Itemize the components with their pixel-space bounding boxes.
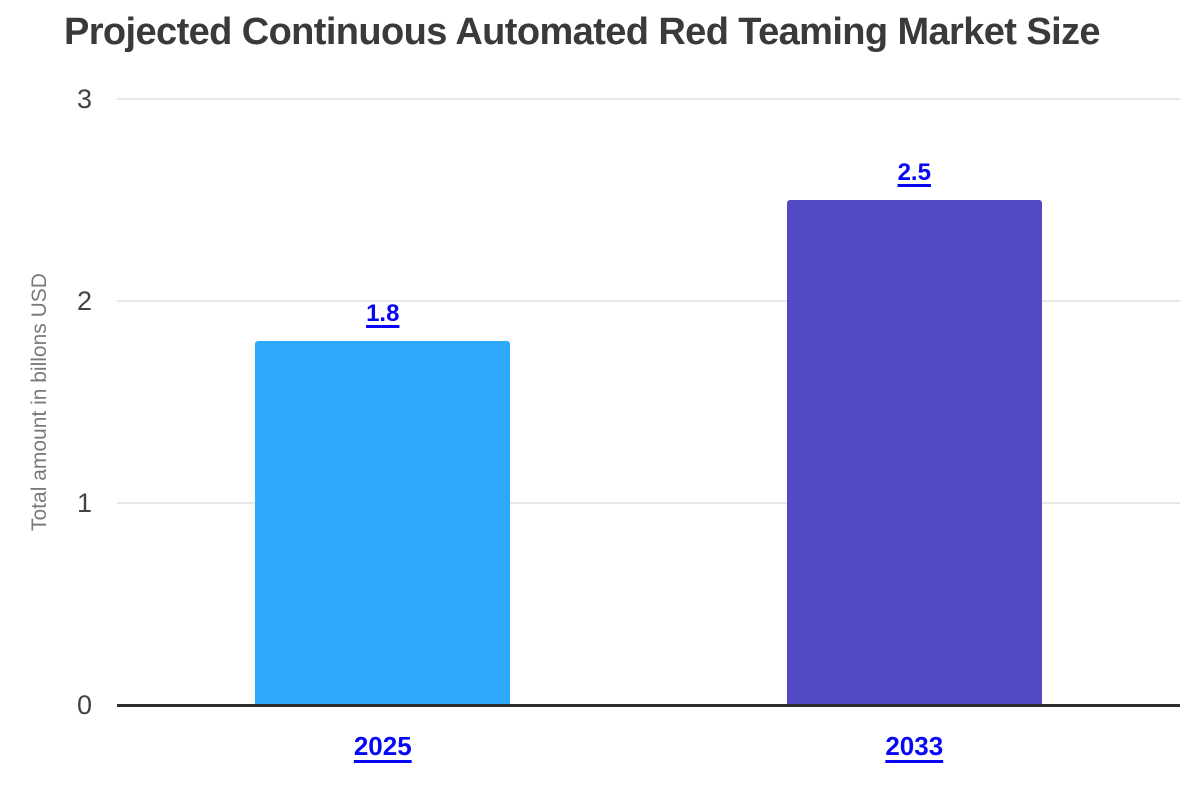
x-category-label[interactable]: 2033	[885, 731, 944, 761]
gridline	[117, 98, 1180, 100]
bar-group: 2.5	[649, 99, 1181, 705]
gridline	[117, 300, 1180, 302]
y-axis-label: Total amount in billons USD	[28, 273, 51, 531]
bar-group: 1.8	[117, 99, 649, 705]
x-category-band: 2033	[649, 731, 1181, 762]
bar-value-label[interactable]: 2.5	[897, 159, 931, 186]
bar-value-label[interactable]: 1.8	[366, 300, 400, 327]
y-tick-label: 2	[76, 286, 92, 316]
y-tick-label: 1	[76, 488, 92, 518]
gridline	[117, 502, 1180, 504]
x-category-band: 2025	[117, 731, 649, 762]
x-axis-line	[117, 704, 1180, 707]
y-tick-label: 3	[76, 84, 92, 114]
chart-title: Projected Continuous Automated Red Teami…	[64, 11, 1101, 53]
y-tick-label: 0	[76, 690, 92, 720]
x-category-label[interactable]: 2025	[353, 731, 412, 761]
bar	[786, 200, 1042, 705]
bar	[255, 341, 511, 705]
plot-area: 1.8 2.5	[117, 98, 1181, 705]
